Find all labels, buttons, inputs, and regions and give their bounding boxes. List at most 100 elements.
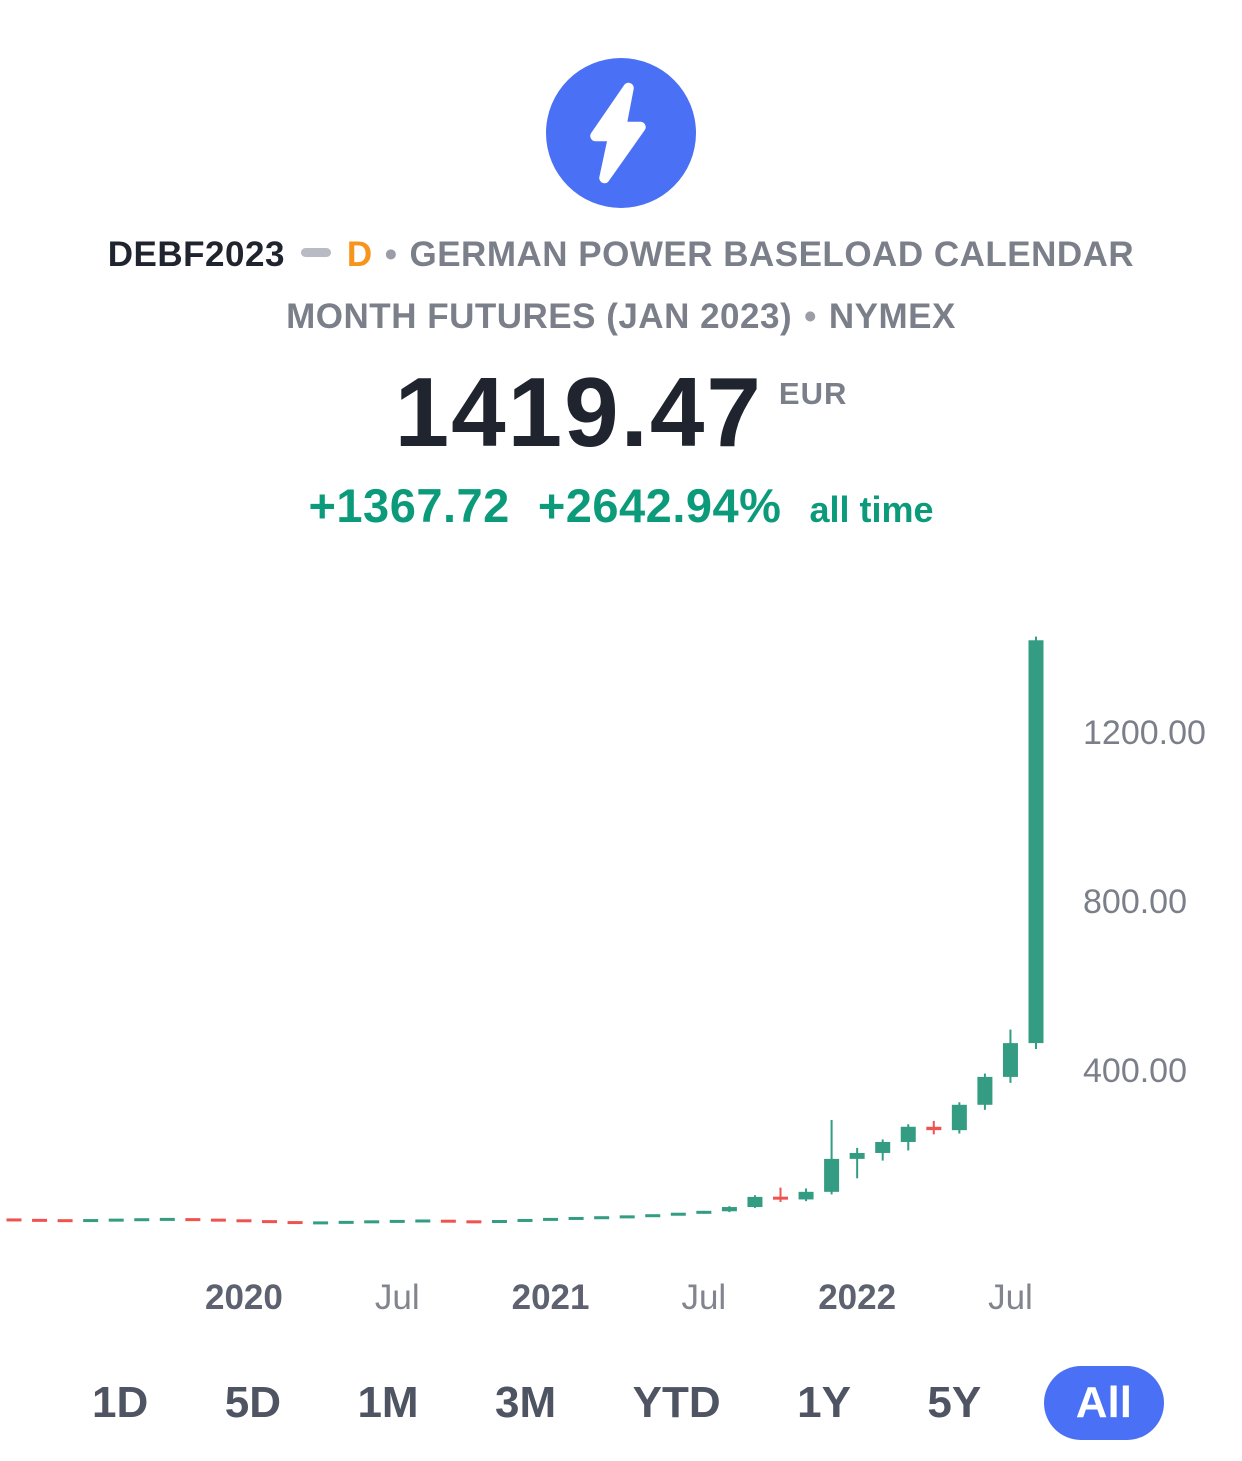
candle-2019-09 (134, 1218, 150, 1222)
candle-body (491, 1220, 507, 1224)
candle-body (875, 1141, 891, 1153)
candle-2021-07 (696, 1210, 712, 1214)
candle-2021-08 (721, 1206, 737, 1213)
candle-2020-04 (313, 1221, 329, 1225)
candle-body (619, 1215, 635, 1219)
lightning-bolt-glyph (590, 82, 646, 184)
timeframe-5y-button[interactable]: 5Y (913, 1366, 995, 1440)
candle-2020-05 (338, 1220, 354, 1224)
candle-body (236, 1219, 252, 1223)
candle-body (134, 1218, 150, 1222)
change-row: +1367.72 +2642.94% all time (0, 478, 1242, 533)
candle-body (287, 1221, 303, 1225)
description-line1: GERMAN POWER BASELOAD CALENDAR (409, 235, 1135, 274)
candle-2020-08 (415, 1219, 431, 1223)
price-row: 1419.47 EUR (0, 360, 1242, 464)
timeframe-1m-button[interactable]: 1M (343, 1366, 432, 1440)
timeframe-bar: 1D 5D 1M 3M YTD 1Y 5Y All (0, 1366, 1242, 1440)
candle-2021-09 (747, 1195, 763, 1208)
candle-2020-11 (491, 1220, 507, 1224)
candle-2019-05 (32, 1218, 48, 1222)
candle-body (185, 1218, 201, 1222)
candle-2019-07 (83, 1219, 99, 1223)
candle-body (900, 1126, 916, 1142)
candle-body (977, 1076, 993, 1105)
candle-body (824, 1158, 840, 1192)
candle-2021-12 (824, 1120, 840, 1195)
candle-2019-12 (210, 1218, 226, 1222)
candle-2022-05 (951, 1102, 967, 1134)
timeframe-all-button[interactable]: All (1043, 1366, 1164, 1440)
candle-2019-08 (108, 1218, 124, 1222)
candle-body (210, 1218, 226, 1222)
candle-body (108, 1218, 124, 1222)
change-absolute: +1367.72 (308, 479, 510, 532)
candle-body (389, 1219, 405, 1223)
minus-separator-icon (300, 248, 331, 258)
bullet-icon: • (384, 235, 398, 274)
timeframe-1d-button[interactable]: 1D (78, 1366, 162, 1440)
candle-2021-03 (594, 1216, 610, 1220)
x-axis-label-jul: Jul (374, 1278, 420, 1317)
candle-2022-02 (875, 1139, 891, 1161)
currency-label: EUR (778, 376, 848, 411)
candle-body (849, 1152, 865, 1159)
candle-body (798, 1191, 814, 1200)
candle-2019-06 (57, 1219, 73, 1223)
candle-body (415, 1219, 431, 1223)
candle-2019-04 (6, 1218, 22, 1222)
candle-2020-06 (364, 1220, 380, 1224)
candle-2020-10 (466, 1220, 482, 1224)
timeframe-1y-button[interactable]: 1Y (783, 1366, 865, 1440)
candle-2020-01 (236, 1219, 252, 1223)
x-axis-label-jul: Jul (681, 1278, 727, 1317)
candle-body (262, 1220, 277, 1224)
candle-2021-05 (645, 1214, 661, 1218)
candle-2021-06 (670, 1212, 686, 1216)
candle-body (670, 1212, 686, 1216)
instrument-title: DEBF2023 D • GERMAN POWER BASELOAD CALENDAR… (0, 224, 1242, 348)
candle-2020-07 (389, 1219, 405, 1223)
candle-body (364, 1220, 380, 1224)
change-percent: +2642.94% (537, 479, 782, 532)
candle-body (159, 1217, 175, 1221)
timeframe-5d-button[interactable]: 5D (211, 1366, 295, 1440)
candle-2022-04 (926, 1120, 942, 1135)
description-line2: MONTH FUTURES (JAN 2023) (286, 297, 793, 336)
bullet-icon: • (804, 297, 817, 336)
candle-body (926, 1126, 942, 1131)
candle-2021-01 (543, 1217, 559, 1221)
price-chart[interactable] (0, 630, 1242, 1270)
candle-body (696, 1210, 712, 1214)
timeframe-ytd-button[interactable]: YTD (619, 1366, 735, 1440)
candle-body (721, 1207, 737, 1212)
candle-body (313, 1221, 329, 1225)
change-period-label: all time (809, 489, 934, 530)
candle-2022-08 (1028, 636, 1044, 1050)
candle-2020-03 (287, 1221, 303, 1225)
candle-2019-11 (185, 1218, 201, 1222)
candle-body (773, 1196, 788, 1200)
candle-2021-10 (773, 1187, 788, 1202)
candle-body (543, 1217, 559, 1221)
candle-body (517, 1218, 533, 1222)
candle-body (951, 1104, 967, 1131)
interval-badge[interactable]: D (346, 235, 373, 274)
candle-body (594, 1216, 610, 1220)
candle-body (32, 1218, 48, 1222)
candle-2020-09 (440, 1219, 456, 1223)
last-price: 1419.47 (394, 357, 763, 467)
candle-2021-02 (568, 1216, 584, 1220)
title-line-1: DEBF2023 D • GERMAN POWER BASELOAD CALENDAR (0, 224, 1242, 286)
timeframe-3m-button[interactable]: 3M (481, 1366, 570, 1440)
x-axis-label-jul: Jul (988, 1278, 1033, 1317)
candle-2021-04 (619, 1215, 635, 1219)
candle-body (1002, 1043, 1018, 1077)
candle-2022-01 (849, 1147, 865, 1179)
exchange-name: NYMEX (828, 297, 956, 336)
lightning-logo-icon (546, 58, 696, 208)
symbol-name[interactable]: DEBF2023 (107, 235, 285, 274)
candle-body (1028, 640, 1044, 1044)
candle-body (568, 1216, 584, 1220)
